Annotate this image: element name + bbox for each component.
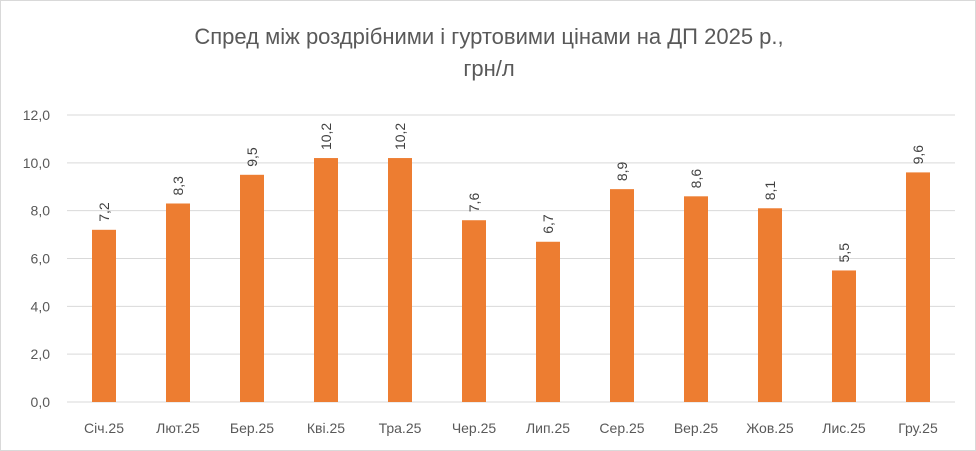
x-tick-label: Січ.25 [84,420,124,436]
data-label: 8,6 [688,169,704,189]
y-tick-label: 2,0 [31,346,51,362]
data-label: 5,5 [836,243,852,263]
y-tick-label: 8,0 [31,203,51,219]
x-tick-label: Жов.25 [746,420,794,436]
data-label: 8,1 [762,181,778,201]
bar [758,208,782,402]
bar [92,229,116,402]
bar [536,241,560,402]
x-tick-label: Лип.25 [526,420,570,436]
chart-title-line-2: грн/л [463,56,515,81]
bar [906,172,930,402]
bar [684,196,708,402]
y-tick-label: 6,0 [31,251,51,267]
data-labels: 7,2 8,3 9,5 10,2 10,2 7,6 6,7 8,9 8,6 8,1 5,5 9,6 [96,123,926,263]
x-tick-label: Лис.25 [822,420,866,436]
x-tick-label: Вер.25 [674,420,719,436]
bar [832,270,856,402]
grid-lines [67,114,955,403]
y-tick-label: 12,0 [23,107,50,123]
bar [166,203,190,402]
data-label: 7,6 [466,193,482,213]
x-tick-label: Тра.25 [379,420,422,436]
x-tick-label: Бер.25 [230,420,274,436]
data-label: 9,5 [244,147,260,167]
chart-title: Спред між роздрібними і гуртовими цінами… [61,21,917,85]
bar [462,220,486,402]
data-label: 10,2 [318,123,334,150]
data-label: 9,6 [910,145,926,165]
y-tick-label: 10,0 [23,155,50,171]
data-label: 8,9 [614,161,630,181]
data-label: 7,2 [96,202,112,222]
y-tick-label: 0,0 [31,394,51,410]
x-tick-label: Лют.25 [156,420,200,436]
x-axis-ticks: Січ.25 Лют.25 Бер.25 Кві.25 Тра.25 Чер.25 Лип.… [84,420,938,436]
y-tick-label: 4,0 [31,298,51,314]
y-axis-ticks: 0,0 2,0 4,0 6,0 8,0 10,0 12,0 [23,107,50,410]
x-tick-label: Гру.25 [898,420,938,436]
x-tick-label: Сер.25 [599,420,644,436]
data-label: 8,3 [170,176,186,196]
bar [610,189,634,402]
bar [240,174,264,402]
x-tick-label: Кві.25 [307,420,345,436]
x-tick-label: Чер.25 [452,420,497,436]
bar [388,158,412,402]
bar [314,158,338,402]
data-label: 6,7 [540,214,556,234]
chart-title-line-1: Спред між роздрібними і гуртовими цінами… [194,24,784,49]
data-label: 10,2 [392,123,408,150]
bars [92,158,930,402]
